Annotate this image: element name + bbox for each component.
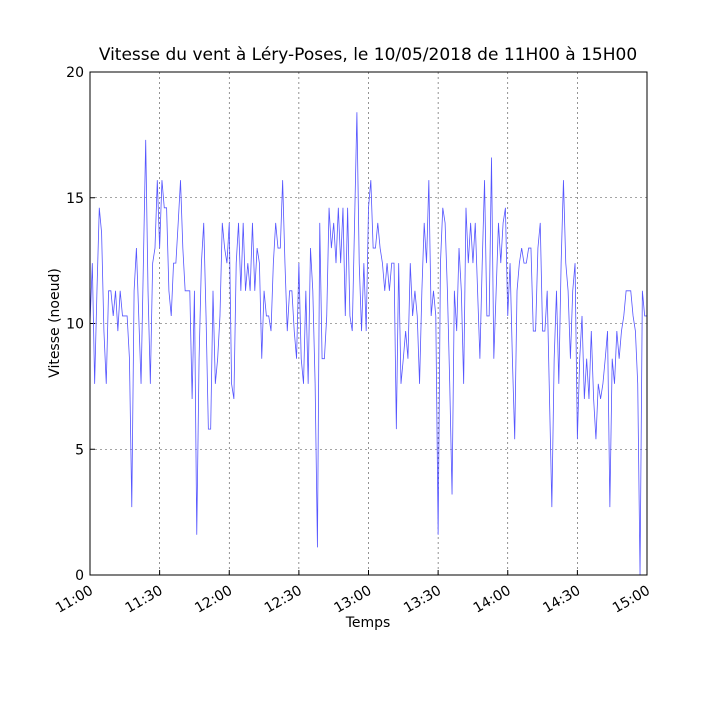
y-axis-label: Vitesse (noeud) (47, 268, 63, 378)
x-tick-label: 12:00 (192, 583, 235, 617)
x-tick-label: 14:30 (540, 583, 583, 617)
y-tick-label: 15 (66, 191, 84, 207)
y-tick-label: 20 (66, 65, 84, 81)
y-tick-label: 10 (66, 317, 84, 333)
x-tick-label: 11:00 (53, 583, 96, 617)
x-tick-label: 12:30 (262, 583, 305, 617)
y-tick-label: 5 (75, 442, 84, 458)
wind-speed-line (89, 112, 647, 576)
x-tick-label: 15:00 (610, 583, 653, 617)
plot-frame (89, 71, 648, 576)
x-axis-label: Temps (345, 615, 391, 631)
x-tick-label: 13:30 (401, 583, 444, 617)
x-tick-label: 11:30 (123, 583, 166, 617)
x-tick-label: 13:00 (332, 583, 375, 617)
x-tick-label: 14:00 (471, 583, 514, 617)
chart-title: Vitesse du vent à Léry-Poses, le 10/05/2… (99, 45, 637, 65)
y-tick-label: 0 (75, 568, 84, 584)
